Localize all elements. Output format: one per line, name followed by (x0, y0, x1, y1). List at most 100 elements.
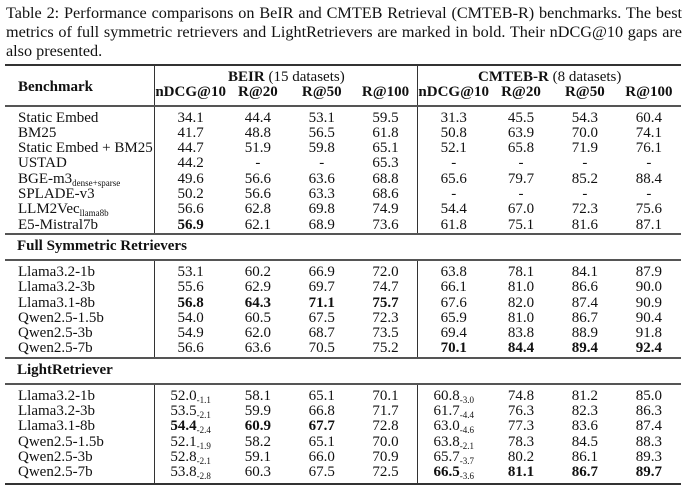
metric-cell: 62.8 (226, 202, 290, 217)
model-name: Static Embed (18, 109, 99, 126)
model-name: Qwen2.5-7b (18, 340, 93, 357)
metric-value: - (319, 155, 325, 172)
section-header-row: Full Symmetric Retrievers (5, 232, 681, 261)
metric-value: 63.8 (433, 433, 460, 450)
ndcg-gap: -2.1 (459, 440, 474, 451)
model-name: Qwen2.5-1.5b (18, 309, 104, 326)
metric-cell: 75.2 (354, 341, 418, 357)
row-label: BM25 (5, 125, 155, 141)
metric-value: 70.5 (308, 340, 335, 357)
metric-cell: 70.1 (417, 341, 490, 358)
metric-value: 50.8 (440, 124, 467, 141)
metric-cell: 61.8 (417, 217, 490, 234)
metric-cell: 31.3 (417, 105, 490, 126)
metric-cell: 54.4 (417, 202, 490, 218)
metric-value: 76.3 (507, 403, 535, 420)
metric-cell: 61.8 (354, 124, 418, 141)
metric-cell: 44.2 (154, 156, 226, 172)
model-name: Qwen2.5-3b (18, 448, 93, 465)
metric-value: 86.7 (571, 309, 598, 326)
metric-value: 60.3 (244, 464, 272, 481)
metric-cell: 58.1 (226, 384, 290, 404)
metric-value: 76.1 (635, 140, 662, 157)
model-name: Qwen2.5-1.5b (18, 433, 104, 450)
metric-cell: 64.3 (226, 295, 290, 311)
metric-value: 74.9 (372, 201, 399, 218)
metric-cell: 62.0 (226, 326, 290, 341)
metric-cell: 74.7 (354, 280, 418, 295)
metric-cell: 66.9 (290, 260, 354, 280)
section-title: LightRetriever (5, 356, 681, 385)
row-label: Llama3.1-8b (5, 419, 155, 434)
metric-cell: 75.6 (617, 202, 681, 217)
ndcg-gap: -4.6 (459, 425, 474, 436)
metric-cell: 70.0 (354, 434, 418, 450)
metric-cell: 44.4 (226, 106, 290, 126)
metric-cell: 71.1 (290, 294, 354, 311)
metric-value: - (582, 155, 588, 172)
metric-value: - (451, 155, 457, 172)
metric-value: - (518, 155, 524, 172)
metric-cell: 74.1 (617, 125, 681, 141)
metric-cell: 65.6 (417, 171, 490, 188)
group-header-beir: BEIR (15 datasets) (154, 63, 418, 86)
metric-cell: 60.8-3.0 (417, 383, 490, 404)
metric-value: 52.1 (170, 433, 197, 450)
metric-value: 62.8 (244, 201, 272, 218)
metric-value: 66.0 (308, 448, 335, 465)
metric-cell: 53.1 (290, 106, 354, 126)
metric-cell: 91.8 (617, 326, 681, 341)
metric-cell: 60.5 (226, 309, 290, 326)
metric-value: 67.6 (440, 294, 467, 311)
metric-value: 65.9 (440, 309, 467, 326)
metric-value: 52.8 (170, 448, 197, 465)
row-label: Qwen2.5-1.5b (5, 433, 155, 450)
metric-value: 62.0 (244, 325, 272, 342)
metric-cell: 53.8-2.8 (154, 465, 226, 485)
metric-value: 66.1 (440, 279, 467, 296)
metric-value: 61.8 (372, 124, 399, 141)
metric-value: 49.6 (177, 170, 204, 187)
row-label: E5-Mistral7b (5, 217, 155, 234)
metric-cell: 65.9 (417, 309, 490, 327)
metric-value: 71.1 (308, 294, 335, 311)
metric-value: 68.8 (372, 170, 399, 187)
metric-cell: 69.4 (417, 326, 490, 342)
metric-cell: 68.9 (290, 217, 354, 234)
metric-value: 82.3 (571, 403, 598, 420)
metric-header: nDCG@10 (154, 85, 226, 107)
metric-value: 60.5 (244, 309, 272, 326)
metric-value: 59.8 (308, 140, 335, 157)
metric-cell: 88.3 (617, 434, 681, 450)
metric-cell: 44.7 (154, 141, 226, 157)
metric-cell: 56.6 (226, 186, 290, 202)
metric-value: 54.4 (170, 418, 197, 435)
model-name: Llama3.1-8b (18, 418, 96, 435)
metric-cell: 89.7 (616, 465, 681, 485)
model-name: Llama3.2-3b (18, 279, 96, 296)
metric-cell: 59.5 (354, 106, 418, 126)
metric-value: 86.1 (571, 448, 598, 465)
metric-value: 84.5 (571, 433, 598, 450)
table-row: Static Embed 34.1 44.4 53.1 59.5 31.3 45.5 54.3… (5, 105, 681, 126)
metric-value: 70.0 (571, 124, 598, 141)
row-label: Llama3.1-8b (5, 294, 155, 311)
metric-cell: - (226, 156, 290, 171)
metric-cell: 69.8 (290, 202, 354, 217)
metric-value: 81.1 (507, 464, 535, 481)
model-name: BGE-m3 (18, 170, 73, 187)
metric-cell: 67.0 (489, 202, 553, 217)
model-name: Llama3.1-8b (18, 294, 96, 311)
metric-cell: 54.0 (154, 310, 226, 327)
metric-cell: 67.7 (290, 419, 354, 434)
metric-cell: 70.0 (553, 124, 617, 141)
metric-value: 81.0 (507, 279, 535, 296)
metric-cell: 76.1 (617, 141, 681, 156)
metric-header: R@20 (489, 85, 553, 107)
metric-value: 63.0 (433, 418, 460, 435)
metric-cell: 87.9 (617, 260, 681, 280)
group-note: (8 datasets) (552, 69, 622, 85)
model-name: Qwen2.5-3b (18, 325, 93, 342)
table-row: Qwen2.5-1.5b 54.0 60.5 67.5 72.3 65.9 81.0 86.7… (5, 309, 681, 327)
table-row: Qwen2.5-7b 53.8-2.8 60.3 67.5 72.5 66.5-3.6 81… (5, 464, 681, 485)
